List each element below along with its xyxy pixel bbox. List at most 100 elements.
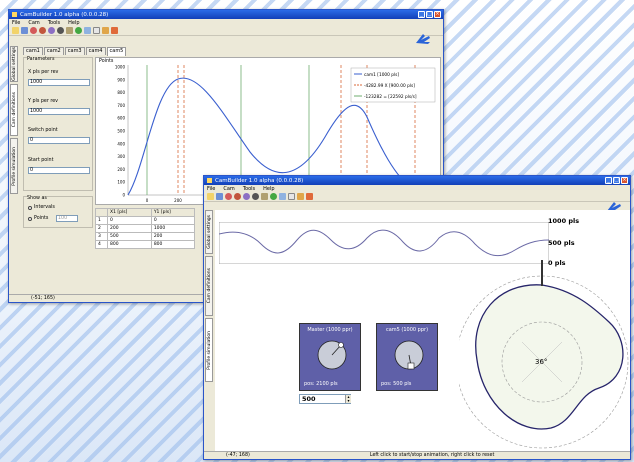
back-window-title: CamBuilder 1.0 alpha (0.0.0.28) (20, 11, 109, 18)
show-as-title: Show as (27, 196, 47, 201)
menu-help[interactable]: Help (68, 19, 80, 26)
cam-dial[interactable] (393, 339, 425, 371)
export-icon[interactable] (66, 27, 73, 34)
front-menubar: File Cam Tools Help (204, 185, 630, 192)
cam-panel: cam5 (1000 ppr) pos: 500 pls (376, 323, 438, 391)
y-pls-input[interactable]: 1000 (28, 108, 90, 115)
y-tick-label: 400 (117, 141, 125, 146)
new-icon[interactable] (207, 193, 214, 200)
x-tick-label: 200 (174, 198, 182, 203)
x-pls-input[interactable]: 1000 (28, 79, 90, 86)
cam-add-icon[interactable] (30, 27, 37, 34)
curve-icon[interactable] (93, 27, 100, 34)
master-dial[interactable] (316, 339, 348, 371)
tab-cam4[interactable]: cam4 (85, 47, 106, 55)
y-pls-label: Y pls per rev (28, 99, 59, 104)
front-menu-help[interactable]: Help (263, 185, 275, 192)
scale-label-0: 0 pls (548, 259, 566, 267)
cam-delete-icon[interactable] (57, 27, 64, 34)
front-maximize-button[interactable]: □ (613, 177, 620, 184)
minimize-button[interactable]: _ (418, 11, 425, 18)
switch-point-input[interactable]: 0 (28, 137, 90, 144)
side-tab-cam-definitions[interactable]: Cam definitions (205, 256, 213, 316)
side-tab-global-settings[interactable]: Global settings (10, 46, 18, 82)
table-header-y: Y1 [pls] (150, 208, 196, 217)
help-icon[interactable] (297, 193, 304, 200)
outer-limit-circle (459, 275, 629, 449)
side-tab-global-settings[interactable]: Global settings (205, 210, 213, 254)
front-window: CamBuilder 1.0 alpha (0.0.0.28) _ □ × Fi… (203, 175, 631, 460)
displacement-curve (219, 229, 549, 257)
y-tick-label: 300 (117, 154, 125, 159)
points-plot-title: Points (99, 59, 114, 64)
table-row[interactable]: 3 500 200 (95, 232, 196, 241)
side-tab-cam-definitions[interactable]: Cam definitions (10, 84, 18, 136)
front-toolbar (204, 192, 630, 202)
cam-edit-icon[interactable] (39, 27, 46, 34)
table-header-index (95, 208, 108, 217)
cam-edit-icon[interactable] (234, 193, 241, 200)
speed-input[interactable]: 500 (299, 394, 351, 404)
front-status-bar: (-47; 168) Left click to start/stop anim… (204, 451, 630, 459)
intervals-radio[interactable] (28, 206, 32, 210)
curve-icon[interactable] (288, 193, 295, 200)
front-close-button[interactable]: × (621, 177, 628, 184)
table-header-x: X1 [pls] (107, 208, 152, 217)
app-icon (12, 12, 17, 17)
tab-cam5[interactable]: cam5 (106, 47, 127, 56)
base-circle (501, 321, 583, 403)
export-icon[interactable] (261, 193, 268, 200)
front-titlebar: CamBuilder 1.0 alpha (0.0.0.28) _ □ × (204, 176, 630, 185)
cam-profile-shape (475, 284, 624, 430)
y-tick-label: 1000 (115, 65, 126, 70)
side-tab-profile-simulation[interactable]: Profile simulation (10, 138, 18, 194)
switch-point-label: Switch point (28, 128, 58, 133)
front-minimize-button[interactable]: _ (605, 177, 612, 184)
menu-cam[interactable]: Cam (28, 19, 40, 26)
front-menu-cam[interactable]: Cam (223, 185, 235, 192)
cam-delete-icon[interactable] (252, 193, 259, 200)
tab-cam3[interactable]: cam3 (64, 47, 85, 55)
table-row[interactable]: 4 800 800 (95, 240, 196, 249)
back-menubar: File Cam Tools Help (9, 19, 443, 26)
festo-logo-icon (607, 202, 621, 212)
cam-copy-icon[interactable] (243, 193, 250, 200)
legend-item-3: -123282 = [22592 pls/s] (364, 94, 417, 100)
cam-add-icon[interactable] (225, 193, 232, 200)
front-menu-file[interactable]: File (207, 185, 216, 192)
speed-spinner-arrows[interactable]: ▴ ▾ (345, 395, 351, 403)
y-tick-label: 600 (117, 116, 125, 121)
menu-tools[interactable]: Tools (47, 19, 61, 26)
arrow-icon[interactable] (84, 27, 91, 34)
save-icon[interactable] (21, 27, 28, 34)
front-status-coords: (-47; 168) (226, 453, 250, 458)
start-point-input[interactable]: 0 (28, 167, 90, 174)
stop-icon[interactable] (306, 193, 313, 200)
run-icon[interactable] (270, 193, 277, 200)
help-icon[interactable] (102, 27, 109, 34)
tab-cam1[interactable]: cam1 (23, 47, 43, 55)
save-icon[interactable] (216, 193, 223, 200)
run-icon[interactable] (75, 27, 82, 34)
master-position: pos: 2100 pls (304, 381, 338, 387)
y-tick-label: 500 (117, 129, 125, 134)
parameters-group-title: Parameters (27, 57, 55, 62)
cam-panel-title: cam5 (1000 ppr) (385, 327, 429, 333)
cam-copy-icon[interactable] (48, 27, 55, 34)
new-icon[interactable] (12, 27, 19, 34)
stop-icon[interactable] (111, 27, 118, 34)
table-row[interactable]: 2 200 1000 (95, 224, 196, 233)
scale-label-1000: 1000 pls (548, 217, 580, 225)
arrow-icon[interactable] (279, 193, 286, 200)
close-button[interactable]: × (434, 11, 441, 18)
tab-cam2[interactable]: cam2 (43, 47, 64, 55)
menu-file[interactable]: File (12, 19, 21, 26)
maximize-button[interactable]: □ (426, 11, 433, 18)
side-tab-profile-simulation[interactable]: Profile simulation (205, 318, 213, 382)
points-radio[interactable] (28, 217, 32, 221)
points-count-input[interactable]: 100 (56, 215, 78, 222)
show-as-group: Show as Intervals Points 100 (23, 196, 93, 228)
front-menu-tools[interactable]: Tools (242, 185, 256, 192)
